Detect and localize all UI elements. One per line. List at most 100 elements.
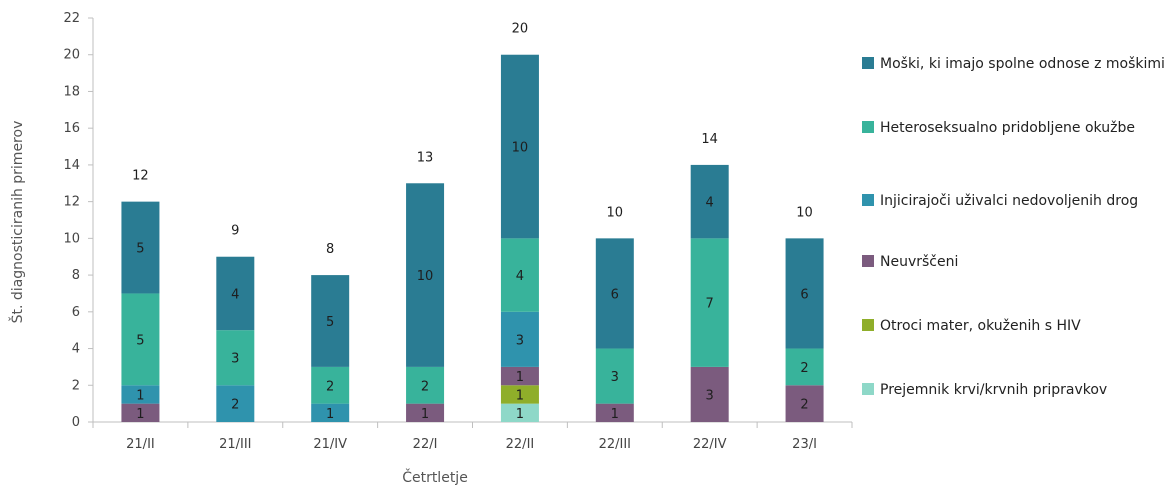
segment-value-label: 6 xyxy=(611,287,619,302)
bar-segment xyxy=(406,183,445,367)
segment-value-label: 2 xyxy=(231,398,239,413)
legend-label: Injicirajoči uživalci nedovoljenih drog xyxy=(880,193,1138,209)
segment-value-label: 1 xyxy=(326,407,334,422)
segment-value-label: 3 xyxy=(231,352,239,367)
total-label: 12 xyxy=(132,169,149,184)
segment-value-label: 4 xyxy=(231,287,239,302)
y-axis-title: Št. diagnosticiranih primerov xyxy=(8,121,26,324)
y-axis: 0 2 4 6 8 10 12 14 16 18 20 22 xyxy=(63,11,94,430)
legend-label: Heteroseksualno pridobljene okužbe xyxy=(880,120,1135,136)
segment-value-label: 2 xyxy=(421,379,429,394)
segment-value-label: 1 xyxy=(421,407,429,422)
segment-value-label: 3 xyxy=(611,370,619,385)
bar-segment xyxy=(595,403,634,422)
segment-value-label: 5 xyxy=(136,333,144,348)
segment-value-label: 3 xyxy=(706,388,714,403)
x-axis: 21/II 21/III 21/IV 22/I 22/II 22/III 22/IV 23/I xyxy=(92,421,853,452)
segment-value-label: 6 xyxy=(800,287,808,302)
bar-segment xyxy=(500,54,539,239)
segment-value-label: 5 xyxy=(136,242,144,257)
bar-segment xyxy=(500,366,539,386)
bar-segment xyxy=(121,293,160,386)
bar-segment xyxy=(216,256,255,331)
segment-value-label: 10 xyxy=(512,141,529,156)
segment-value-label: 1 xyxy=(136,388,144,403)
segment-value-label: 2 xyxy=(800,398,808,413)
bar-segment xyxy=(406,403,445,422)
segment-value-label: 2 xyxy=(800,361,808,376)
total-label: 14 xyxy=(701,132,718,147)
x-tick-label: 22/II xyxy=(506,437,535,452)
segment-value-label: 1 xyxy=(516,388,524,403)
segment-value-label: 1 xyxy=(611,407,619,422)
y-tick-label: 16 xyxy=(63,121,80,136)
bar-segment xyxy=(785,348,824,386)
y-tick-label: 4 xyxy=(72,342,80,357)
x-axis-title: Četrtletje xyxy=(402,468,468,486)
bar-segment xyxy=(690,164,729,239)
bar-segment xyxy=(406,366,445,404)
segment-value-label: 1 xyxy=(136,407,144,422)
bar-segment xyxy=(785,385,824,422)
segment-value-label: 4 xyxy=(706,196,714,211)
legend-swatch xyxy=(862,57,874,69)
y-tick-label: 0 xyxy=(72,415,80,430)
legend-label: Moški, ki imajo spolne odnose z moškimi xyxy=(880,56,1165,72)
bar-segment xyxy=(311,366,350,404)
y-tick-label: 10 xyxy=(63,231,80,246)
legend-label: Otroci mater, okuženih s HIV xyxy=(880,318,1081,334)
bar-segment xyxy=(121,403,160,422)
bar-segment xyxy=(121,385,160,404)
total-label: 10 xyxy=(607,205,624,220)
segment-value-label: 5 xyxy=(326,315,334,330)
legend-label: Prejemnik krvi/krvnih pripravkov xyxy=(880,382,1107,398)
bar-segment xyxy=(216,330,255,386)
bar-segment xyxy=(500,385,539,404)
segment-value-label: 4 xyxy=(516,269,524,284)
bar-segment xyxy=(690,238,729,367)
bar-segment xyxy=(595,348,634,404)
total-label: 20 xyxy=(512,22,529,37)
bars xyxy=(121,54,824,422)
x-tick-label: 21/II xyxy=(126,437,155,452)
y-tick-label: 20 xyxy=(63,48,80,63)
bar-segment xyxy=(311,275,350,367)
y-tick-label: 18 xyxy=(63,84,80,99)
segment-value-label: 1 xyxy=(516,407,524,422)
data-labels: 1155122349125812101311134102013610374142… xyxy=(132,22,813,422)
total-label: 13 xyxy=(417,150,434,165)
segment-value-label: 2 xyxy=(326,379,334,394)
x-tick-label: 21/III xyxy=(219,437,251,452)
legend-swatch xyxy=(862,319,874,331)
y-tick-label: 2 xyxy=(72,378,80,393)
y-tick-label: 22 xyxy=(63,11,80,26)
x-tick-label: 22/III xyxy=(599,437,631,452)
segment-value-label: 3 xyxy=(516,333,524,348)
bar-segment xyxy=(500,238,539,312)
total-label: 9 xyxy=(231,224,239,239)
segment-value-label: 10 xyxy=(417,269,434,284)
x-tick-label: 22/IV xyxy=(693,437,727,452)
y-tick-label: 6 xyxy=(72,305,80,320)
y-tick-label: 12 xyxy=(63,195,80,210)
bar-segment xyxy=(121,201,160,294)
bar-segment xyxy=(690,366,729,422)
legend-label: Neuvrščeni xyxy=(880,254,958,270)
segment-value-label: 7 xyxy=(706,297,714,312)
y-tick-label: 8 xyxy=(72,268,80,283)
bar-segment xyxy=(785,238,824,349)
total-label: 8 xyxy=(326,242,334,257)
legend-swatch xyxy=(862,255,874,267)
bar-segment xyxy=(500,311,539,367)
bar-segment xyxy=(595,238,634,349)
y-tick-label: 14 xyxy=(63,158,80,173)
total-label: 10 xyxy=(796,205,813,220)
legend-swatch xyxy=(862,121,874,133)
x-tick-label: 23/I xyxy=(792,437,817,452)
x-tick-label: 22/I xyxy=(413,437,438,452)
legend: Moški, ki imajo spolne odnose z moškimi H… xyxy=(862,56,1165,398)
bar-segment xyxy=(216,385,255,422)
bar-segment xyxy=(311,403,350,422)
legend-swatch xyxy=(862,383,874,395)
